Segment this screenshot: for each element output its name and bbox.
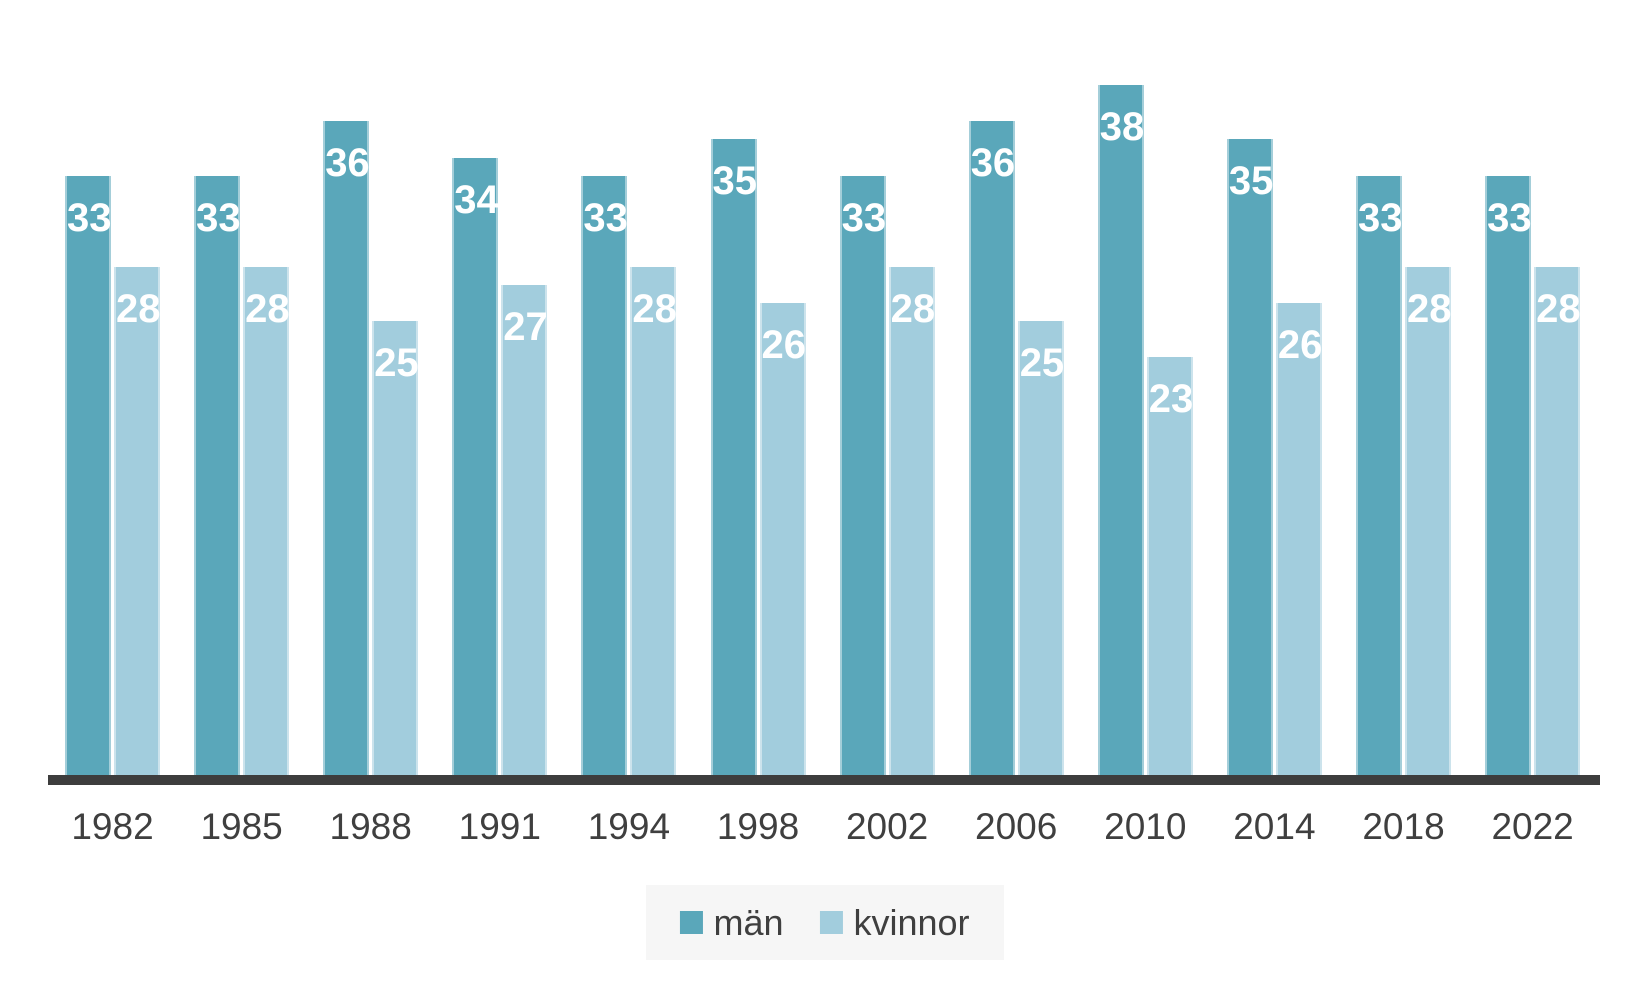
bar-group-2014: 35 26 [1226, 139, 1323, 775]
bar-kvinnor-2022: 28 [1534, 266, 1581, 775]
bar-män-1998: 35 [710, 139, 758, 775]
bar-group-2006: 36 25 [968, 121, 1065, 775]
bar-män-2002: 33 [839, 175, 887, 775]
legend-swatch-icon [819, 911, 843, 934]
bar-kvinnor-1982: 28 [114, 266, 161, 775]
value-label: 35 [712, 159, 758, 204]
value-label: 35 [1228, 159, 1274, 204]
bar-män-1982: 33 [65, 175, 112, 775]
value-label: 28 [1407, 286, 1452, 331]
value-label: 36 [325, 141, 370, 186]
value-label: 25 [1019, 341, 1065, 385]
value-label: 33 [583, 195, 628, 240]
bar-group-2002: 33 28 [839, 175, 936, 775]
value-label: 26 [1277, 322, 1323, 367]
x-tick-1988: 1988 [329, 806, 412, 847]
value-label: 33 [196, 195, 241, 240]
value-label: 26 [761, 322, 807, 367]
bar-män-2022: 33 [1485, 175, 1532, 775]
x-tick-1994: 1994 [587, 806, 671, 847]
value-label: 34 [454, 177, 499, 222]
x-tick-2022: 2022 [1491, 806, 1574, 847]
x-tick-1985: 1985 [200, 806, 283, 847]
bar-group-1991: 34 27 [452, 157, 548, 775]
legend-label: kvinnor [853, 901, 970, 943]
x-tick-1998: 1998 [716, 806, 800, 847]
bar-män-1988: 36 [323, 121, 370, 775]
value-label: 33 [841, 195, 887, 240]
value-label: 36 [970, 141, 1016, 186]
value-label: 33 [1358, 195, 1403, 240]
bar-män-2006: 36 [968, 121, 1016, 775]
bar-kvinnor-2006: 25 [1017, 321, 1065, 775]
x-tick-1982: 1982 [71, 806, 154, 847]
bar-kvinnor-1991: 27 [501, 284, 548, 775]
bar-kvinnor-2018: 28 [1405, 266, 1452, 775]
bar-group-2010: 38 23 [1097, 84, 1194, 775]
legend-swatch-icon [679, 911, 703, 934]
bar-kvinnor-1994: 28 [630, 266, 677, 775]
value-label: 33 [67, 195, 112, 240]
bar-män-2010: 38 [1097, 84, 1145, 775]
value-label: 28 [245, 286, 290, 331]
x-tick-2014: 2014 [1233, 806, 1316, 847]
value-label: 33 [1487, 195, 1532, 240]
bar-group-1982: 33 28 [65, 175, 161, 775]
legend-item-kvinnor: kvinnor [819, 901, 970, 943]
bar-group-2018: 33 28 [1356, 175, 1452, 775]
value-label: 28 [890, 286, 936, 331]
bar-män-1991: 34 [452, 157, 499, 775]
legend: män kvinnor [645, 885, 1004, 960]
value-label: 28 [116, 286, 161, 331]
value-label: 27 [503, 304, 548, 349]
value-label: 28 [632, 286, 677, 331]
bar-group-1994: 33 28 [581, 175, 677, 775]
bar-män-2018: 33 [1356, 175, 1403, 775]
value-label: 28 [1536, 286, 1581, 331]
x-tick-2002: 2002 [845, 806, 929, 847]
x-axis-line [48, 775, 1600, 785]
bar-group-1988: 36 25 [323, 121, 419, 775]
bar-kvinnor-1988: 25 [372, 321, 419, 775]
bar-kvinnor-1998: 26 [759, 302, 807, 775]
value-label: 25 [374, 341, 419, 385]
bar-män-1985: 33 [194, 175, 241, 775]
bar-kvinnor-2014: 26 [1275, 302, 1323, 775]
bar-kvinnor-2002: 28 [888, 266, 936, 775]
x-tick-2018: 2018 [1362, 806, 1445, 847]
value-label: 38 [1099, 104, 1145, 149]
bar-group-1998: 35 26 [710, 139, 807, 775]
bar-män-2014: 35 [1226, 139, 1274, 775]
legend-label: män [713, 901, 784, 943]
bar-group-2022: 33 28 [1485, 175, 1581, 775]
bar-kvinnor-2010: 23 [1146, 357, 1194, 775]
x-tick-1991: 1991 [458, 806, 541, 847]
bar-kvinnor-1985: 28 [243, 266, 290, 775]
value-label: 23 [1148, 377, 1194, 422]
bar-group-1985: 33 28 [194, 175, 290, 775]
x-tick-2006: 2006 [975, 806, 1058, 847]
bar-män-1994: 33 [581, 175, 628, 775]
x-tick-2010: 2010 [1104, 806, 1187, 847]
legend-item-män: män [679, 901, 784, 943]
